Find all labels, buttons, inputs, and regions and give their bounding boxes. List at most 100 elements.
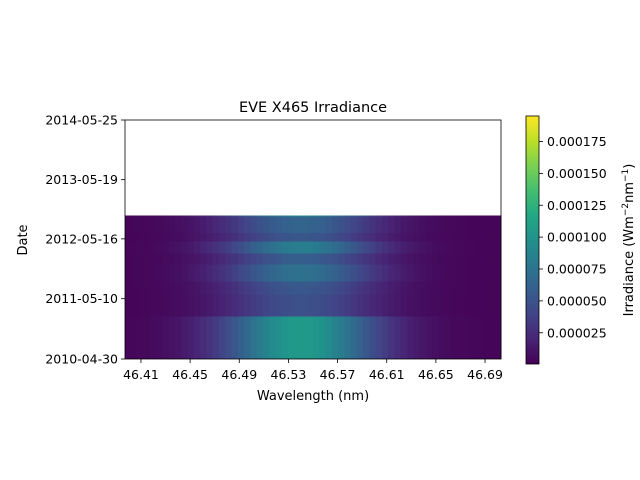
heatmap-cell (407, 233, 414, 242)
heatmap-cell (319, 286, 326, 295)
heatmap-cell (244, 233, 251, 242)
x-tick-label: 46.57 (320, 367, 356, 382)
heatmap-cell (425, 215, 433, 217)
heatmap-cell (413, 281, 420, 287)
heatmap-cell (475, 281, 483, 287)
heatmap-cell (313, 286, 320, 295)
heatmap-cell (381, 316, 389, 358)
heatmap-cell (475, 216, 483, 234)
heatmap-cell (206, 286, 214, 295)
heatmap-cell (125, 216, 132, 234)
heatmap-cell (269, 233, 276, 242)
heatmap-cell (143, 316, 151, 358)
heatmap-cell (181, 286, 189, 295)
heatmap-cell (175, 294, 182, 317)
heatmap-cell (356, 233, 364, 242)
heatmap-cell (350, 294, 358, 317)
heatmap-cell (193, 286, 201, 295)
heatmap-cell (168, 281, 176, 287)
heatmap-cell (482, 216, 489, 234)
heatmap-cell (137, 264, 145, 282)
heatmap-cell (150, 215, 157, 217)
heatmap-cell (438, 233, 445, 242)
heatmap-cell (419, 253, 427, 265)
heatmap-cell (356, 216, 364, 234)
heatmap-cell (162, 281, 170, 287)
heatmap-cell (319, 216, 326, 234)
heatmap-cell (475, 264, 483, 282)
heatmap-cell (231, 253, 239, 265)
heatmap-cell (450, 215, 458, 217)
heatmap-cell (306, 281, 314, 287)
heatmap-cell (400, 316, 408, 358)
x-tick-label: 46.53 (271, 367, 307, 382)
heatmap-cell (150, 216, 157, 234)
heatmap-cell (356, 316, 364, 358)
heatmap-cell (150, 253, 157, 265)
heatmap-cell (206, 233, 214, 242)
heatmap-cell (363, 253, 370, 265)
heatmap-cell (281, 233, 289, 242)
heatmap-cell (338, 294, 345, 317)
heatmap-cell (463, 233, 471, 242)
heatmap-cell (482, 294, 489, 317)
heatmap-cell (356, 286, 364, 295)
heatmap-cell (131, 233, 138, 242)
heatmap-cell (287, 264, 295, 282)
heatmap-cell (156, 286, 163, 295)
heatmap-cell (187, 233, 195, 242)
heatmap-cell (212, 233, 220, 242)
heatmap-cell (356, 215, 364, 217)
heatmap-cell (469, 286, 477, 295)
heatmap-cell (450, 316, 458, 358)
heatmap-cell (175, 216, 182, 234)
heatmap-cell (244, 216, 251, 234)
y-tick-label: 2013-05-19 (45, 172, 118, 187)
heatmap-cell (494, 215, 502, 217)
heatmap-cell (125, 281, 132, 287)
heatmap-cell (175, 281, 182, 287)
heatmap-cell (131, 286, 138, 295)
heatmap-cell (363, 233, 370, 242)
heatmap-cell (413, 233, 420, 242)
heatmap-cell (444, 286, 452, 295)
heatmap-cell (200, 294, 207, 317)
heatmap-cell (275, 316, 283, 358)
heatmap-cell (162, 264, 170, 282)
heatmap-cell (143, 241, 151, 254)
heatmap-cell (275, 216, 283, 234)
heatmap-cell (150, 241, 157, 254)
heatmap-cell (494, 241, 502, 254)
heatmap-row (125, 215, 502, 217)
heatmap-cell (469, 281, 477, 287)
heatmap-cell (338, 253, 345, 265)
heatmap-cell (313, 215, 320, 217)
heatmap-cell (463, 281, 471, 287)
heatmap-cell (413, 216, 420, 234)
heatmap-cell (193, 253, 201, 265)
heatmap-cell (438, 286, 445, 295)
heatmap-cell (156, 216, 163, 234)
heatmap-cell (143, 286, 151, 295)
heatmap-cell (168, 216, 176, 234)
heatmap-cell (488, 216, 496, 234)
heatmap-cell (488, 294, 496, 317)
heatmap-cell (125, 264, 132, 282)
heatmap-cell (482, 253, 489, 265)
heatmap-cell (193, 216, 201, 234)
heatmap-cell (419, 294, 427, 317)
heatmap-cell (388, 233, 395, 242)
heatmap-cell (306, 233, 314, 242)
heatmap-cell (394, 215, 402, 217)
heatmap-cell (244, 294, 251, 317)
heatmap-cell (137, 215, 145, 217)
heatmap-row (125, 253, 502, 265)
x-tick-label: 46.61 (369, 367, 405, 382)
heatmap-cell (388, 264, 395, 282)
heatmap-cell (281, 294, 289, 317)
heatmap-cell (432, 241, 439, 254)
heatmap-cell (450, 264, 458, 282)
heatmap-cell (275, 286, 283, 295)
heatmap-cell (463, 264, 471, 282)
heatmap-cell (319, 215, 326, 217)
